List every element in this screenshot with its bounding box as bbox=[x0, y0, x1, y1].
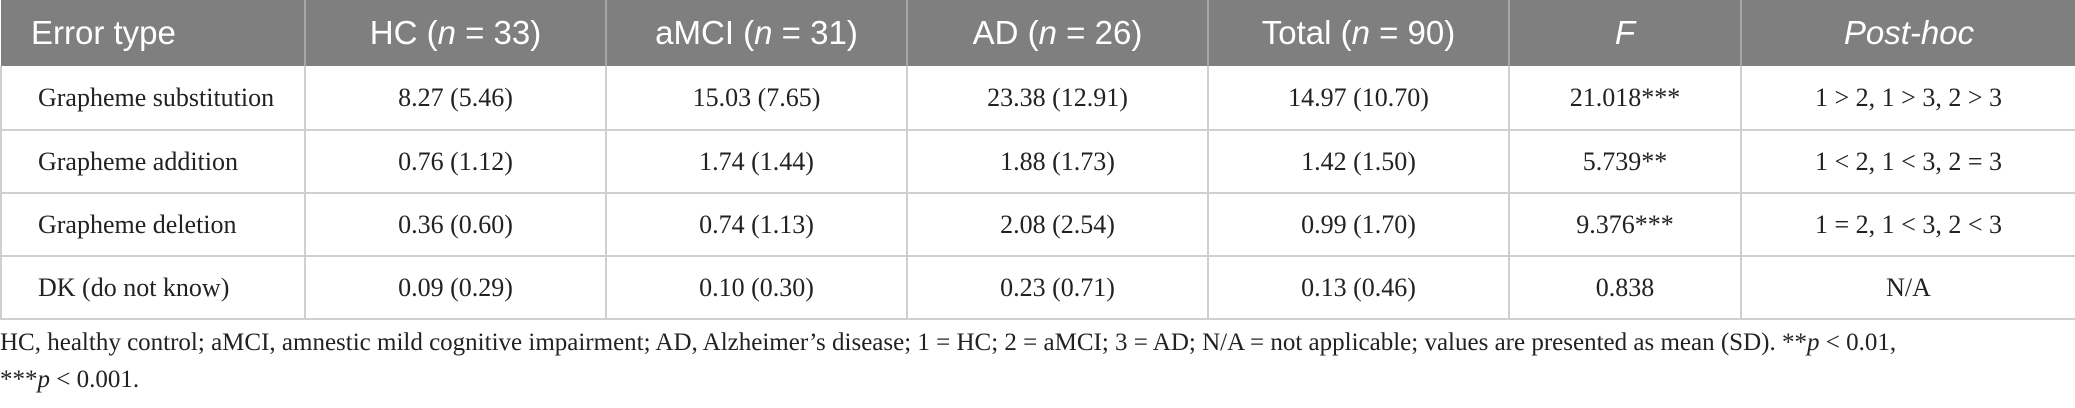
column-header-italic: n bbox=[1351, 14, 1370, 51]
table-cell: 21.018*** bbox=[1509, 66, 1742, 131]
table-cell: 0.09 (0.29) bbox=[305, 256, 607, 320]
table-cell: 0.99 (1.70) bbox=[1208, 193, 1510, 257]
column-header-suffix: = 90) bbox=[1369, 14, 1456, 51]
row-label: Grapheme addition bbox=[0, 130, 306, 194]
row-label: Grapheme deletion bbox=[0, 193, 306, 257]
column-header-italic: n bbox=[437, 14, 456, 51]
table-cell: 14.97 (10.70) bbox=[1208, 66, 1510, 131]
column-header-text: Total ( bbox=[1261, 14, 1352, 51]
footnote-p1-stars: ** bbox=[1781, 329, 1807, 356]
column-header-text: HC ( bbox=[369, 14, 438, 51]
table-cell: 1 = 2, 1 < 3, 2 < 3 bbox=[1741, 193, 2075, 257]
column-header-text: AD ( bbox=[972, 14, 1039, 51]
table-cell: 15.03 (7.65) bbox=[606, 66, 908, 131]
table-body: Grapheme substitution 8.27 (5.46) 15.03 (7… bbox=[0, 66, 2075, 320]
footnote-p2-var: p bbox=[37, 366, 51, 393]
table-header: Error type HC (n = 33) aMCI (n = 31) AD (n … bbox=[1, 0, 2075, 66]
table-cell: 0.13 (0.46) bbox=[1208, 256, 1510, 320]
table-cell: 2.08 (2.54) bbox=[907, 193, 1209, 257]
table-cell: 8.27 (5.46) bbox=[305, 66, 607, 131]
table-cell: 5.739** bbox=[1509, 130, 1742, 194]
column-header-suffix: = 26) bbox=[1057, 14, 1143, 51]
table-footnote: HC, healthy control; aMCI, amnestic mild… bbox=[0, 324, 2060, 398]
column-header: HC (n = 33) bbox=[305, 0, 607, 66]
table-row: DK (do not know) 0.09 (0.29) 0.10 (0.30) 0.… bbox=[0, 256, 2075, 320]
error-type-table: Error type HC (n = 33) aMCI (n = 31) AD (n … bbox=[0, 0, 2075, 320]
column-header: F bbox=[1509, 0, 1742, 66]
table-cell: 1.42 (1.50) bbox=[1208, 130, 1510, 194]
footnote-p2-rest: < 0.001. bbox=[50, 366, 140, 393]
row-label: Grapheme substitution bbox=[0, 66, 306, 131]
table-cell: 23.38 (12.91) bbox=[907, 66, 1209, 131]
column-header: AD (n = 26) bbox=[907, 0, 1209, 66]
table-cell: 1 > 2, 1 > 3, 2 > 3 bbox=[1741, 66, 2075, 131]
table-row: Grapheme addition 0.76 (1.12) 1.74 (1.44) 1… bbox=[0, 130, 2075, 194]
table-cell: 9.376*** bbox=[1509, 193, 1742, 257]
table-cell: 0.36 (0.60) bbox=[305, 193, 607, 257]
column-header: Post-hoc bbox=[1741, 0, 2075, 66]
table-cell: 1.88 (1.73) bbox=[907, 130, 1209, 194]
table-cell: 0.838 bbox=[1509, 256, 1742, 320]
table-cell: 1 < 2, 1 < 3, 2 = 3 bbox=[1741, 130, 2075, 194]
column-header: aMCI (n = 31) bbox=[606, 0, 908, 66]
table-cell: N/A bbox=[1741, 256, 2075, 320]
column-header-suffix: = 31) bbox=[772, 14, 858, 51]
table-cell: 0.23 (0.71) bbox=[907, 256, 1209, 320]
column-header: Total (n = 90) bbox=[1208, 0, 1510, 66]
column-header-italic: Post-hoc bbox=[1843, 14, 1975, 51]
table-row: Grapheme deletion 0.36 (0.60) 0.74 (1.13) 2… bbox=[0, 193, 2075, 257]
column-header-italic: n bbox=[754, 14, 773, 51]
table-cell: 1.74 (1.44) bbox=[606, 130, 908, 194]
table-row: Grapheme substitution 8.27 (5.46) 15.03 (7… bbox=[0, 66, 2075, 131]
header-row: Error type HC (n = 33) aMCI (n = 31) AD (n … bbox=[1, 0, 2075, 66]
row-label: DK (do not know) bbox=[0, 256, 306, 320]
table-cell: 0.76 (1.12) bbox=[305, 130, 607, 194]
column-header-italic: n bbox=[1038, 14, 1058, 51]
column-header-suffix: = 33) bbox=[455, 14, 542, 51]
column-header: Error type bbox=[1, 0, 306, 66]
footnote-p1-var: p bbox=[1806, 329, 1820, 356]
column-header-text: aMCI ( bbox=[655, 14, 755, 51]
table-cell: 0.10 (0.30) bbox=[606, 256, 908, 320]
column-header-italic: F bbox=[1614, 14, 1636, 51]
column-header-text: Error type bbox=[31, 14, 176, 51]
footnote-p1-rest: < 0.01, bbox=[1819, 329, 1897, 356]
data-table: Error type HC (n = 33) aMCI (n = 31) AD (n … bbox=[0, 0, 2075, 320]
footnote-main: HC, healthy control; aMCI, amnestic mild… bbox=[0, 329, 1782, 356]
table-cell: 0.74 (1.13) bbox=[606, 193, 908, 257]
footnote-p2-stars: *** bbox=[0, 366, 38, 393]
